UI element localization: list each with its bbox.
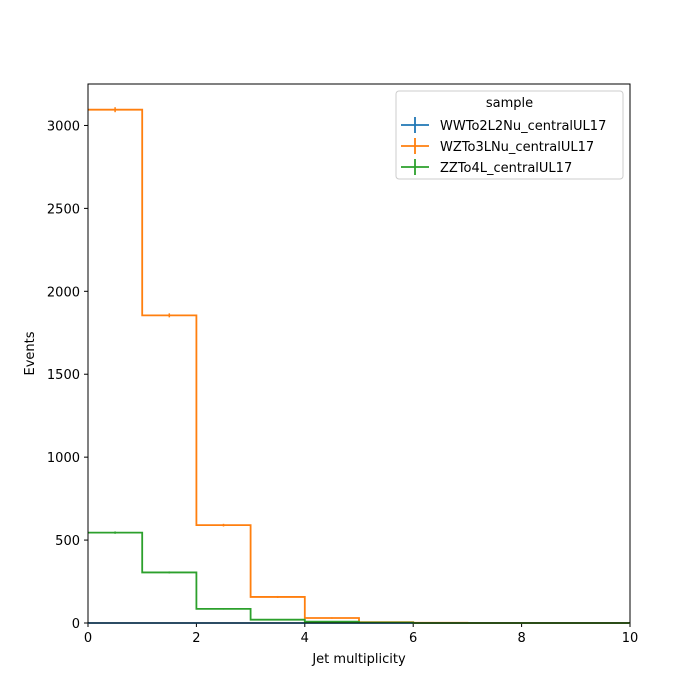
x-tick-label: 8 xyxy=(517,631,525,646)
x-axis-label: Jet multiplicity xyxy=(311,652,406,667)
y-tick-label: 3000 xyxy=(47,119,80,134)
x-tick-label: 2 xyxy=(192,631,200,646)
y-tick-label: 2000 xyxy=(47,285,80,300)
legend-box xyxy=(395,90,624,180)
legend-label: ZZTo4L_centralUL17 xyxy=(440,161,572,176)
legend-entry: ZZTo4L_centralUL17 xyxy=(401,159,572,176)
legend-entry: WZTo3LNu_centralUL17 xyxy=(401,138,594,155)
legend-label: WWTo2L2Nu_centralUL17 xyxy=(440,119,606,134)
y-tick-label: 500 xyxy=(55,534,80,549)
plot-frame xyxy=(87,83,631,624)
y-tick-label: 1000 xyxy=(47,451,80,466)
y-tick-label: 2500 xyxy=(47,202,80,217)
x-tick-label: 4 xyxy=(301,631,309,646)
legend-title: sample xyxy=(486,96,533,111)
legend-label: WZTo3LNu_centralUL17 xyxy=(440,140,594,155)
x-tick-label: 0 xyxy=(84,631,92,646)
y-axis-label: Events xyxy=(23,331,38,375)
axis-ticks: 0 2 4 6 8 10 0 500 1000 1500 2000 2500 3000 xyxy=(47,119,638,646)
legend: sample WWTo2L2Nu_centralUL17 WZTo3LNu_cen… xyxy=(395,90,624,180)
y-tick-label: 0 xyxy=(72,617,80,632)
x-tick-label: 10 xyxy=(622,631,639,646)
y-tick-label: 1500 xyxy=(47,368,80,383)
legend-entry: WWTo2L2Nu_centralUL17 xyxy=(401,117,606,134)
x-tick-label: 6 xyxy=(409,631,417,646)
legend-entries: WWTo2L2Nu_centralUL17 WZTo3LNu_centralUL1… xyxy=(401,117,606,176)
